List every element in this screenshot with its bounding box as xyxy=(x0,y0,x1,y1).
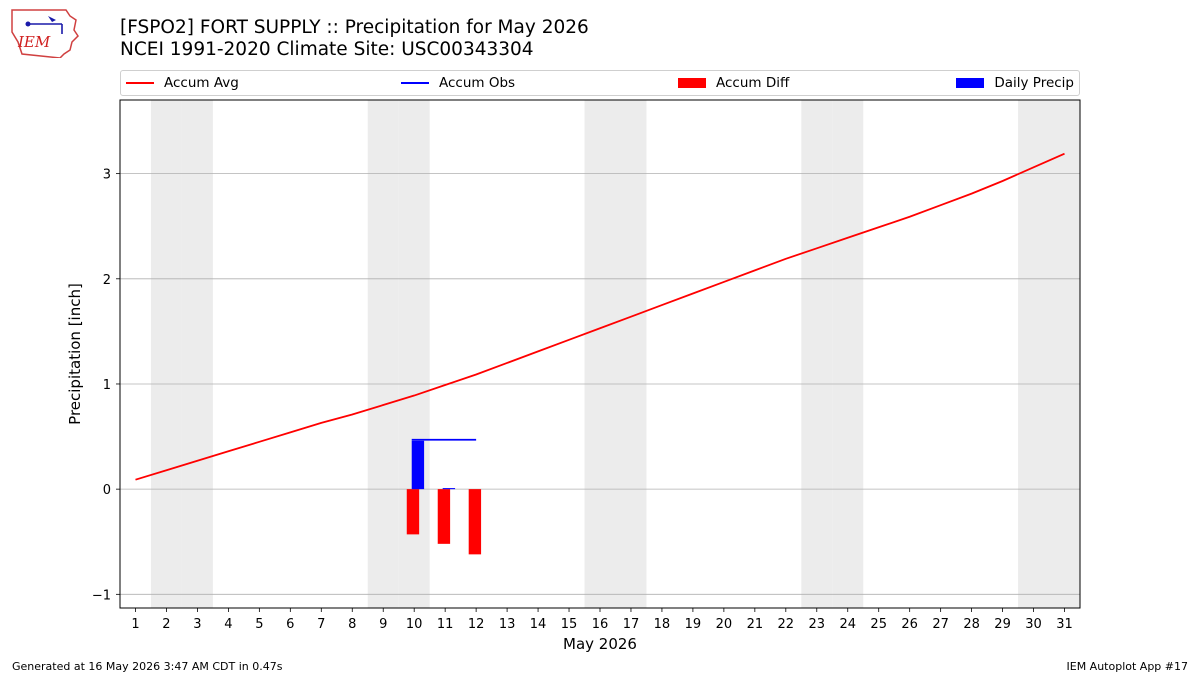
weekend-band xyxy=(1049,100,1080,608)
x-tick-label: 13 xyxy=(499,617,516,632)
x-tick-label: 10 xyxy=(406,617,423,632)
x-tick-label: 20 xyxy=(716,617,733,632)
logo-vane xyxy=(48,16,56,22)
x-tick-label: 29 xyxy=(994,617,1011,632)
x-tick-label: 2 xyxy=(162,617,170,632)
x-tick-label: 24 xyxy=(839,617,856,632)
x-tick-label: 27 xyxy=(932,617,949,632)
weekend-band xyxy=(181,100,213,608)
x-tick-label: 15 xyxy=(561,617,578,632)
legend-swatch-accum-avg xyxy=(126,82,154,84)
x-tick-label: 8 xyxy=(348,617,356,632)
x-tick-label: 30 xyxy=(1025,617,1042,632)
x-tick-label: 4 xyxy=(224,617,232,632)
y-tick-label: −1 xyxy=(92,588,111,603)
iowa-state-outline xyxy=(11,9,79,58)
x-tick-label: 16 xyxy=(592,617,609,632)
weekend-band xyxy=(367,100,399,608)
x-tick-label: 3 xyxy=(193,617,201,632)
y-tick-label: 0 xyxy=(103,483,111,498)
x-tick-label: 6 xyxy=(286,617,294,632)
x-tick-label: 17 xyxy=(623,617,640,632)
weekend-band xyxy=(584,100,616,608)
x-tick-label: 21 xyxy=(747,617,764,632)
weekend-band xyxy=(615,100,647,608)
x-tick-label: 5 xyxy=(255,617,263,632)
accum-diff-bar xyxy=(437,489,451,544)
legend-swatch-daily-precip xyxy=(956,78,985,88)
logo-text: IEM xyxy=(17,33,51,51)
legend-label-accum-obs: Accum Obs xyxy=(439,75,516,91)
x-tick-label: 26 xyxy=(901,617,918,632)
legend-item-daily-precip: Daily Precip xyxy=(956,71,1074,95)
chart-title-line2: NCEI 1991-2020 Climate Site: USC00343304 xyxy=(120,39,534,60)
weekend-band xyxy=(1018,100,1050,608)
x-tick-label: 12 xyxy=(468,617,485,632)
y-tick-label: 1 xyxy=(103,378,111,393)
weekend-band xyxy=(801,100,833,608)
y-tick-label: 3 xyxy=(103,168,111,183)
x-tick-label: 19 xyxy=(685,617,702,632)
chart-title: [FSPO2] FORT SUPPLY :: Precipitation for… xyxy=(120,17,589,61)
chart-title-line1: [FSPO2] FORT SUPPLY :: Precipitation for… xyxy=(120,17,589,38)
legend-item-accum-avg: Accum Avg xyxy=(126,71,239,95)
x-tick-label: 14 xyxy=(530,617,547,632)
logo-dot xyxy=(25,21,31,27)
x-tick-label: 11 xyxy=(437,617,454,632)
footer-app-id: IEM Autoplot App #17 xyxy=(1066,660,1189,673)
x-tick-label: 23 xyxy=(809,617,826,632)
daily-precip-bar xyxy=(442,488,456,490)
accum-avg-line xyxy=(135,152,1065,481)
x-tick-label: 28 xyxy=(963,617,980,632)
legend-label-daily-precip: Daily Precip xyxy=(994,75,1074,91)
weekend-band xyxy=(832,100,864,608)
accum-diff-bar xyxy=(406,489,420,535)
x-tick-label: 22 xyxy=(778,617,795,632)
legend: Accum Avg Accum Obs Accum Diff Daily Pre… xyxy=(120,70,1080,96)
legend-label-accum-avg: Accum Avg xyxy=(164,75,239,91)
legend-label-accum-diff: Accum Diff xyxy=(716,75,790,91)
x-tick-label: 31 xyxy=(1056,617,1073,632)
x-tick-label: 7 xyxy=(317,617,325,632)
x-tick-label: 1 xyxy=(131,617,139,632)
legend-swatch-accum-obs xyxy=(401,82,429,84)
iem-logo: IEM xyxy=(11,9,79,58)
y-axis-label: Precipitation [inch] xyxy=(66,283,84,425)
legend-swatch-accum-diff xyxy=(678,78,706,88)
daily-precip-bar xyxy=(411,440,425,490)
x-tick-label: 25 xyxy=(870,617,887,632)
legend-item-accum-diff: Accum Diff xyxy=(678,71,789,95)
weekend-band xyxy=(150,100,182,608)
footer-generated: Generated at 16 May 2026 3:47 AM CDT in … xyxy=(12,660,283,673)
x-tick-label: 18 xyxy=(654,617,671,632)
y-tick-label: 2 xyxy=(103,273,111,288)
accum-diff-bar xyxy=(468,489,482,555)
x-tick-label: 9 xyxy=(379,617,387,632)
legend-item-accum-obs: Accum Obs xyxy=(401,71,515,95)
x-axis-label: May 2026 xyxy=(563,635,637,653)
